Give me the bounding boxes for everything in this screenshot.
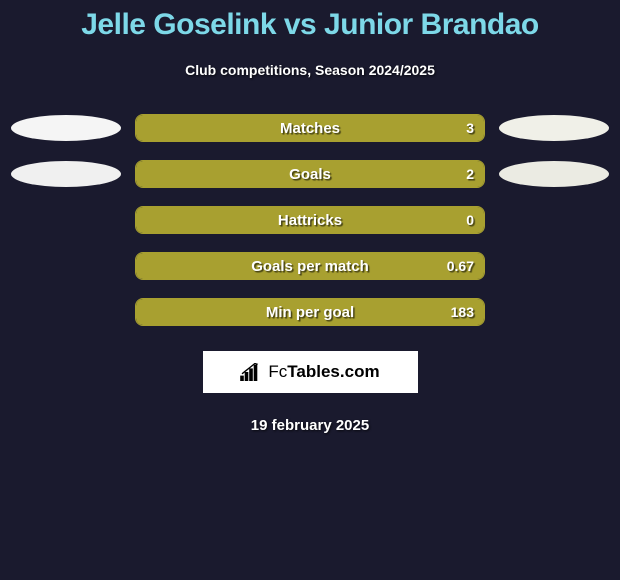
player-left-marker xyxy=(11,115,121,141)
stat-label: Goals per match xyxy=(136,258,484,275)
logo-box: FcTables.com xyxy=(203,351,418,393)
stat-value: 0 xyxy=(466,212,474,228)
player-right-marker xyxy=(499,161,609,187)
stat-label: Min per goal xyxy=(136,304,484,321)
stat-value: 183 xyxy=(451,304,474,320)
stat-label: Matches xyxy=(136,120,484,137)
stat-value: 2 xyxy=(466,166,474,182)
stat-value: 3 xyxy=(466,120,474,136)
stat-bar: Goals per match0.67 xyxy=(135,252,485,280)
stat-bar: Goals2 xyxy=(135,160,485,188)
stat-row: Goals2 xyxy=(0,160,620,188)
comparison-card: Jelle Goselink vs Junior Brandao Club co… xyxy=(0,0,620,434)
stat-value: 0.67 xyxy=(447,258,474,274)
player-left-marker xyxy=(11,161,121,187)
logo-text: FcTables.com xyxy=(268,362,379,382)
date-text: 19 february 2025 xyxy=(0,417,620,434)
player-right-marker xyxy=(499,115,609,141)
stat-row: Matches3 xyxy=(0,114,620,142)
stat-row: Goals per match0.67 xyxy=(0,252,620,280)
stat-label: Goals xyxy=(136,166,484,183)
page-title: Jelle Goselink vs Junior Brandao xyxy=(0,8,620,42)
stat-bar: Hattricks0 xyxy=(135,206,485,234)
stat-label: Hattricks xyxy=(136,212,484,229)
stat-row: Hattricks0 xyxy=(0,206,620,234)
stats-area: Matches3Goals2Hattricks0Goals per match0… xyxy=(0,114,620,326)
stat-row: Min per goal183 xyxy=(0,298,620,326)
stat-bar: Matches3 xyxy=(135,114,485,142)
subtitle: Club competitions, Season 2024/2025 xyxy=(0,62,620,78)
stat-bar: Min per goal183 xyxy=(135,298,485,326)
chart-icon xyxy=(240,363,262,381)
